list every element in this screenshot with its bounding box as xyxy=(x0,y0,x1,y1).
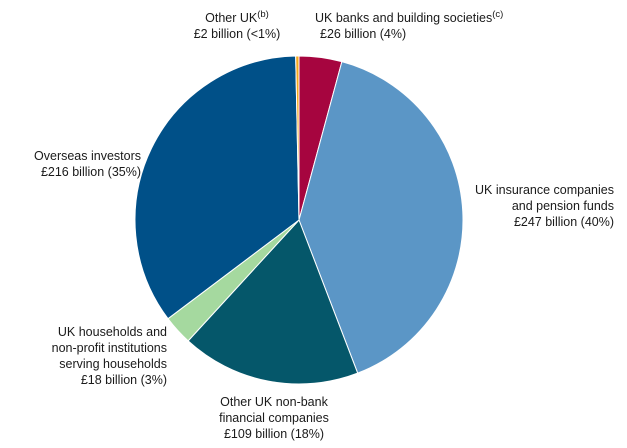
label-uk-insurance-value: £247 billion (40%) xyxy=(475,214,614,230)
label-uk-banks: UK banks and building societies(c) £26 b… xyxy=(315,10,503,42)
label-uk-households-line3: serving households xyxy=(52,356,167,372)
label-uk-banks-value: £26 billion (4%) xyxy=(315,26,503,42)
label-uk-households-line1: UK households and xyxy=(52,324,167,340)
pie-slices xyxy=(135,56,463,384)
label-uk-insurance-line2: and pension funds xyxy=(475,198,614,214)
label-other-nonbank-line1: Other UK non-bank xyxy=(184,394,364,410)
label-uk-insurance-line1: UK insurance companies xyxy=(475,182,614,198)
label-other-uk: Other UK(b) £2 billion (<1%) xyxy=(190,10,284,42)
label-other-uk-value: £2 billion (<1%) xyxy=(190,26,284,42)
label-overseas-investors: Overseas investors £216 billion (35%) xyxy=(34,148,141,180)
label-other-nonbank: Other UK non-bank financial companies £1… xyxy=(184,394,364,442)
label-uk-households-value: £18 billion (3%) xyxy=(52,372,167,388)
label-uk-households: UK households and non-profit institution… xyxy=(52,324,167,388)
label-other-nonbank-value: £109 billion (18%) xyxy=(184,426,364,442)
label-uk-insurance: UK insurance companies and pension funds… xyxy=(475,182,614,230)
label-other-uk-note: (b) xyxy=(257,9,269,20)
label-other-nonbank-line2: financial companies xyxy=(184,410,364,426)
label-uk-households-line2: non-profit institutions xyxy=(52,340,167,356)
label-other-uk-name: Other UK xyxy=(205,11,257,25)
label-overseas-investors-value: £216 billion (35%) xyxy=(34,164,141,180)
label-overseas-investors-name: Overseas investors xyxy=(34,148,141,164)
label-uk-banks-note: (c) xyxy=(492,9,503,20)
label-uk-banks-name: UK banks and building societies xyxy=(315,11,492,25)
